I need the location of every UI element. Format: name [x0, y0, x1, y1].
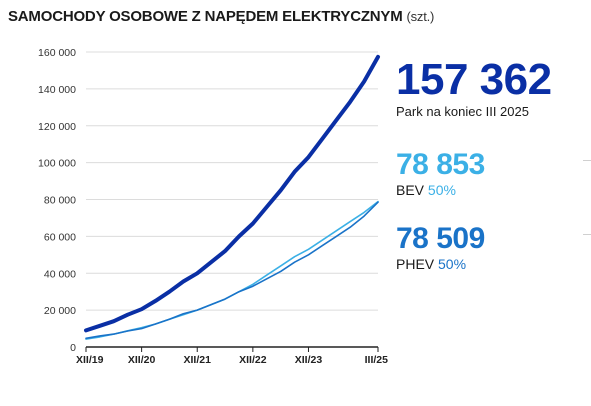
- chart-title-text: SAMOCHODY OSOBOWE Z NAPĘDEM ELEKTRYCZNYM: [8, 8, 403, 25]
- series-line-bev: [85, 200, 379, 340]
- series-line-phev: [85, 201, 379, 340]
- side-marker: [583, 160, 591, 161]
- grid-lines: [86, 51, 378, 348]
- kpi-total-value: 157 362: [396, 55, 552, 104]
- kpi-bev-label: BEV: [396, 182, 425, 198]
- kpi-phev-share: 50%: [438, 256, 467, 272]
- kpi-bev-value: 78 853: [396, 148, 485, 181]
- x-axis: XII/19 XII/20 XII/21 XII/22 XII/23 III/25: [76, 347, 388, 366]
- series-line-park: [84, 54, 380, 333]
- y-tick-label: 20 000: [44, 305, 76, 317]
- side-marker: [583, 234, 591, 235]
- y-tick-label: 160 000: [38, 47, 76, 59]
- y-tick-label: 40 000: [44, 268, 76, 280]
- series-lines: [84, 54, 380, 340]
- x-tick-label: III/25: [365, 354, 389, 366]
- y-tick-label: 140 000: [38, 84, 76, 96]
- kpi-phev: 78 509 PHEV 50%: [396, 222, 485, 273]
- x-tick-label: XII/23: [295, 354, 323, 366]
- x-tick-label: XII/21: [184, 354, 212, 366]
- y-axis: 0 20 000 40 000 60 000 80 000 100 000 120 000 1…: [38, 47, 76, 354]
- kpi-total-caption: Park na koniec III 2025: [396, 104, 529, 119]
- y-tick-label: 60 000: [44, 231, 76, 243]
- kpi-phev-value: 78 509: [396, 222, 485, 255]
- kpi-phev-label: PHEV: [396, 256, 435, 272]
- kpi-total: 157 362 Park na koniec III 2025: [396, 55, 552, 120]
- x-tick-label: XII/22: [239, 354, 267, 366]
- x-tick-label: XII/20: [128, 354, 156, 366]
- y-tick-label: 100 000: [38, 158, 76, 170]
- y-tick-label: 0: [70, 342, 76, 354]
- kpi-bev: 78 853 BEV 50%: [396, 148, 485, 199]
- y-tick-label: 120 000: [38, 121, 76, 133]
- chart-title: SAMOCHODY OSOBOWE Z NAPĘDEM ELEKTRYCZNYM…: [8, 8, 434, 25]
- y-tick-label: 80 000: [44, 195, 76, 207]
- x-tick-label: XII/19: [76, 354, 104, 366]
- kpi-bev-share: 50%: [427, 182, 456, 198]
- chart-title-unit: (szt.): [406, 9, 435, 24]
